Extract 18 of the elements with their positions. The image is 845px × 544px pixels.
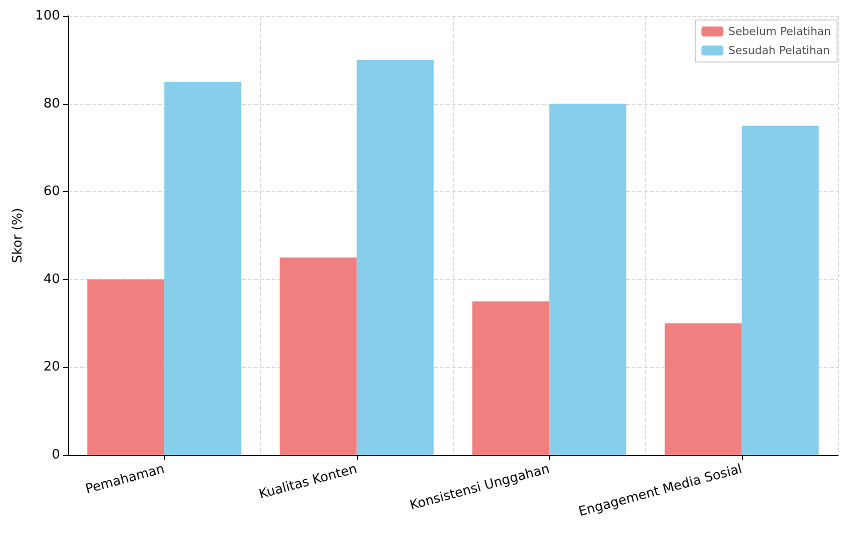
y-tick-label: 0 [52, 448, 60, 462]
y-tick-label: 60 [43, 184, 60, 200]
legend-label: Sesudah Pelatihan [728, 44, 830, 57]
y-tick-label: 20 [43, 360, 60, 375]
y-tick-label: 100 [35, 8, 60, 24]
bar [280, 257, 357, 455]
bar [664, 323, 742, 455]
legend-label: Sebelum Pelatihan [728, 25, 832, 38]
x-tick-label: Kualitas Konten [258, 462, 359, 502]
bar [472, 301, 550, 455]
y-tick-label: 80 [43, 96, 60, 112]
bar [164, 82, 242, 455]
bar [742, 126, 819, 455]
bar [87, 279, 164, 455]
bar [549, 104, 626, 455]
bar [356, 60, 434, 455]
y-axis-title: Skor (%) [10, 208, 26, 264]
y-tick-label: 40 [43, 272, 60, 287]
